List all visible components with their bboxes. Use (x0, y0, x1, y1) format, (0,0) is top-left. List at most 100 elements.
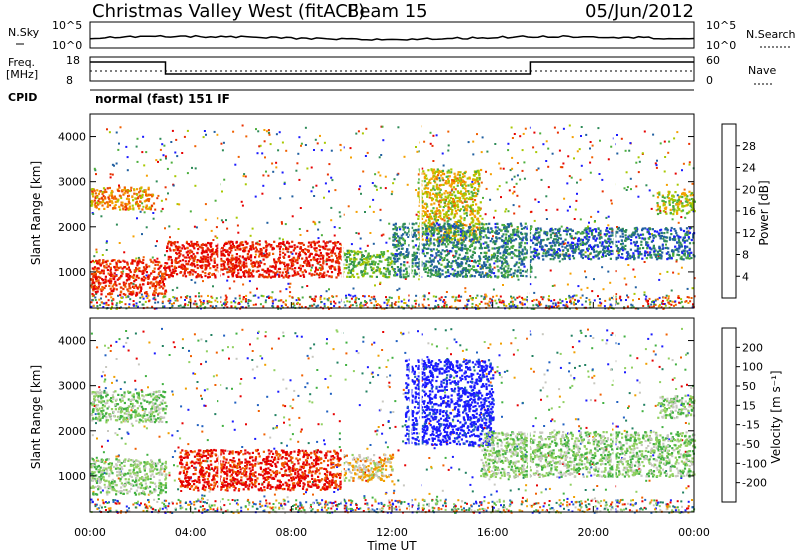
region-cell (505, 256, 507, 258)
region-cell (188, 260, 190, 262)
scatter-cell (597, 127, 599, 129)
scatter-cell (379, 282, 381, 284)
region-cell (197, 267, 199, 269)
region-cell (232, 274, 234, 276)
region-cell (418, 225, 420, 227)
region-cell (447, 178, 449, 180)
region-cell (263, 276, 265, 278)
region-cell (129, 208, 131, 210)
scatter-cell (391, 191, 393, 193)
region-cell (118, 277, 120, 279)
ground-cell (486, 295, 488, 297)
region-cell (296, 262, 298, 264)
region-cell (309, 265, 311, 267)
region-cell (98, 193, 100, 195)
scatter-cell (212, 285, 214, 287)
scatter-cell (575, 200, 577, 202)
scatter-cell (535, 151, 537, 153)
region-cell (144, 277, 146, 279)
scatter-cell (572, 136, 574, 138)
region-cell (502, 246, 504, 248)
ground-cell (521, 297, 523, 299)
region-cell (482, 236, 484, 238)
ground-cell (521, 302, 523, 304)
ground-cell (647, 305, 649, 307)
region-cell (453, 205, 455, 207)
region-cell (485, 252, 487, 254)
nsky-tick-bottom: 10^0 (52, 39, 82, 52)
scatter-cell (464, 291, 466, 293)
scatter-cell (563, 198, 565, 200)
ground-cell (282, 301, 284, 303)
scatter-cell (136, 146, 138, 148)
region-cell (481, 223, 483, 225)
scatter-cell (291, 195, 293, 197)
region-cell (134, 260, 136, 262)
region-cell (92, 193, 94, 195)
ground-cell (494, 300, 496, 302)
scatter-cell (664, 141, 666, 143)
region-cell (124, 261, 126, 263)
scatter-cell (513, 204, 515, 206)
region-cell (147, 278, 149, 280)
region-cell (298, 267, 300, 269)
region-cell (345, 264, 347, 266)
region-cell (170, 274, 172, 276)
region-cell (221, 260, 223, 262)
ground-cell (245, 295, 247, 297)
scatter-cell (570, 273, 572, 275)
ground-cell (553, 299, 555, 301)
ground-cell (202, 303, 204, 305)
region-cell (106, 201, 108, 203)
scatter-cell (257, 152, 259, 154)
region-cell (427, 275, 429, 277)
scatter-cell (245, 135, 247, 137)
region-cell (381, 253, 383, 255)
scatter-cell (380, 187, 382, 189)
scatter-cell (645, 184, 647, 186)
region-cell (322, 246, 324, 248)
scatter-cell (476, 133, 478, 135)
ground-cell (212, 306, 214, 308)
region-cell (427, 216, 429, 218)
ground-cell (655, 300, 657, 302)
scatter-cell (611, 203, 613, 205)
ground-cell (455, 299, 457, 301)
ground-cell (538, 303, 540, 305)
region-cell (110, 282, 112, 284)
region-cell (501, 272, 503, 274)
region-cell (95, 274, 97, 276)
region-cell (346, 256, 348, 258)
region-cell (300, 275, 302, 277)
scatter-cell (507, 149, 509, 151)
scatter-cell (518, 279, 520, 281)
ground-cell (277, 305, 279, 307)
scatter-cell (120, 197, 122, 199)
region-cell (98, 271, 100, 273)
scatter-cell (334, 189, 336, 191)
region-cell (94, 200, 96, 202)
scatter-cell (594, 220, 596, 222)
region-cell (451, 188, 453, 190)
scatter-cell (545, 209, 547, 211)
scatter-cell (374, 185, 376, 187)
region-cell (508, 235, 510, 237)
ground-cell (657, 298, 659, 300)
scatter-cell (649, 189, 651, 191)
region-cell (131, 259, 133, 261)
region-cell (111, 193, 113, 195)
region-cell (445, 196, 447, 198)
region-cell (250, 248, 252, 250)
ground-cell (272, 300, 274, 302)
scatter-cell (125, 303, 127, 305)
region-cell (231, 255, 233, 257)
scatter-cell (543, 296, 545, 298)
ground-cell (540, 296, 542, 298)
scatter-cell (157, 161, 159, 163)
region-cell (433, 248, 435, 250)
scatter-cell (523, 161, 525, 163)
region-cell (471, 257, 473, 259)
region-cell (276, 245, 278, 247)
ground-cell (630, 304, 632, 306)
scatter-cell (675, 173, 677, 175)
